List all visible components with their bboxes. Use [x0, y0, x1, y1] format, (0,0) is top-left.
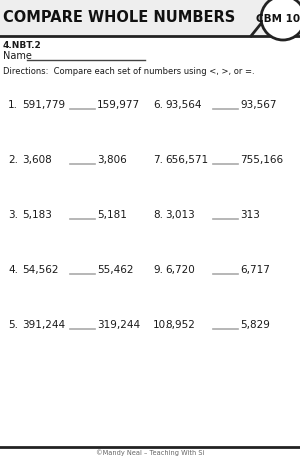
Text: 313: 313 — [240, 210, 260, 220]
Text: 8.: 8. — [153, 210, 163, 220]
Text: 3.: 3. — [8, 210, 18, 220]
Text: 4.: 4. — [8, 265, 18, 275]
Text: 159,977: 159,977 — [97, 100, 140, 110]
Text: 5,181: 5,181 — [97, 210, 127, 220]
Text: 6.: 6. — [153, 100, 163, 110]
Text: 3,013: 3,013 — [165, 210, 195, 220]
Text: 9.: 9. — [153, 265, 163, 275]
Text: 5,829: 5,829 — [240, 320, 270, 330]
Text: 591,779: 591,779 — [22, 100, 65, 110]
Text: 93,564: 93,564 — [165, 100, 202, 110]
Text: ©Mandy Neal – Teaching With Si: ©Mandy Neal – Teaching With Si — [96, 450, 204, 457]
Text: 2.: 2. — [8, 155, 18, 165]
Text: Directions:  Compare each set of numbers using <, >, or =.: Directions: Compare each set of numbers … — [3, 67, 255, 75]
Text: COMPARE WHOLE NUMBERS: COMPARE WHOLE NUMBERS — [3, 11, 235, 26]
Text: Name: Name — [3, 51, 32, 61]
Text: 54,562: 54,562 — [22, 265, 58, 275]
Circle shape — [261, 0, 300, 40]
Text: 6,717: 6,717 — [240, 265, 270, 275]
Text: 1.: 1. — [8, 100, 18, 110]
Text: 10.: 10. — [153, 320, 169, 330]
Text: 6,720: 6,720 — [165, 265, 195, 275]
Text: 55,462: 55,462 — [97, 265, 134, 275]
FancyBboxPatch shape — [0, 0, 300, 36]
Text: 755,166: 755,166 — [240, 155, 283, 165]
Text: 3,806: 3,806 — [97, 155, 127, 165]
Text: 3,608: 3,608 — [22, 155, 52, 165]
Text: 656,571: 656,571 — [165, 155, 208, 165]
Text: 4.NBT.2: 4.NBT.2 — [3, 41, 42, 49]
Text: 5,183: 5,183 — [22, 210, 52, 220]
Text: 93,567: 93,567 — [240, 100, 277, 110]
Text: 7.: 7. — [153, 155, 163, 165]
Text: 5.: 5. — [8, 320, 18, 330]
Text: 319,244: 319,244 — [97, 320, 140, 330]
Text: 391,244: 391,244 — [22, 320, 65, 330]
Text: CBM 10: CBM 10 — [256, 14, 300, 24]
Text: 8,952: 8,952 — [165, 320, 195, 330]
